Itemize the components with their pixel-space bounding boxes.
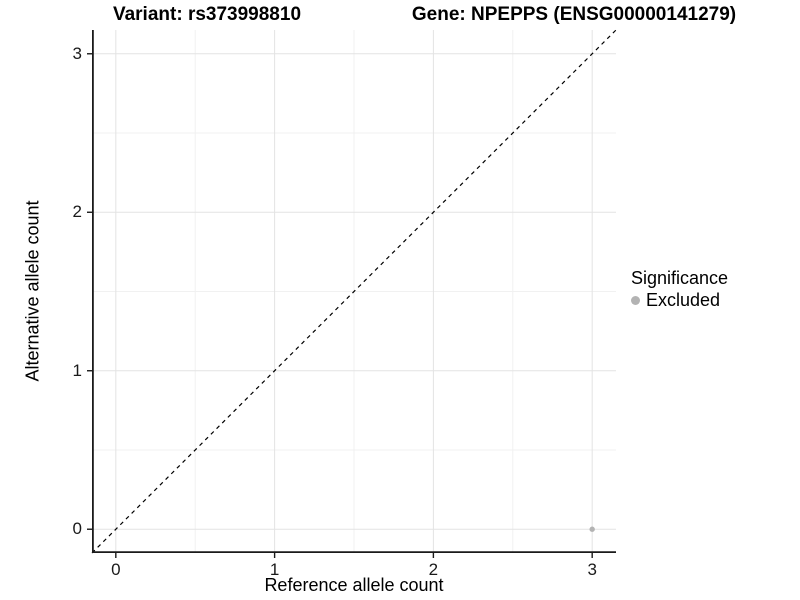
x-tick-label: 1 [269, 560, 280, 579]
y-tick-label: 3 [72, 43, 82, 63]
plot-canvas [87, 29, 617, 558]
y-axis-title: Alternative allele count [22, 200, 43, 382]
legend-title: Significance [631, 268, 729, 288]
x-tick-label: 2 [428, 560, 439, 579]
plot-panel [87, 29, 617, 558]
y-tick-label: 1 [72, 360, 82, 380]
excluded-point-icon [631, 295, 640, 305]
identity-reference-line [91, 29, 617, 554]
legend: Significance Excluded [631, 267, 728, 311]
legend-item-excluded: Excluded [631, 289, 728, 311]
gene-title: Gene: NPEPPS (ENSG00000141279) [411, 4, 737, 25]
legend-item-label: Excluded [646, 290, 721, 310]
x-tick-label: 3 [587, 560, 597, 579]
y-tick-label: 0 [72, 519, 82, 539]
y-tick-label: 2 [72, 202, 82, 222]
variant-title: Variant: rs373998810 [112, 4, 302, 25]
x-tick-label: 0 [111, 560, 121, 579]
x-axis-title: Reference allele count [264, 575, 444, 595]
data-point [589, 526, 595, 532]
